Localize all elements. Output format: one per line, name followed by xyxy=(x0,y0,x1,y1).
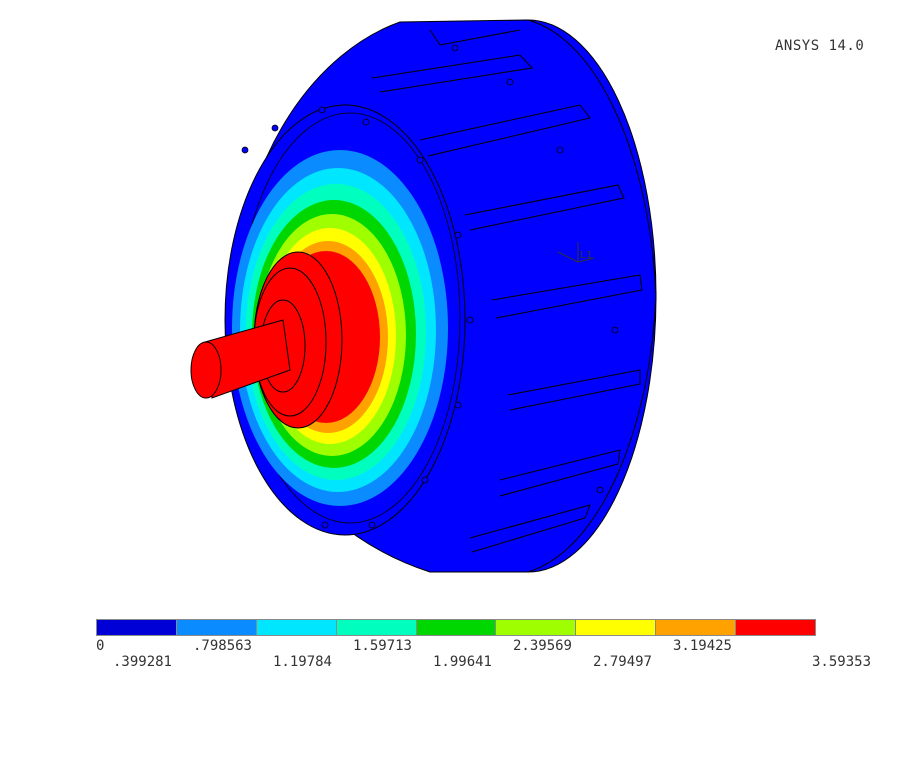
legend-tick-label: 2.39569 xyxy=(512,638,572,654)
coordinate-triad xyxy=(557,242,595,263)
legend-swatch-6 xyxy=(496,620,577,635)
legend-tick-label: 1.59713 xyxy=(352,638,412,654)
legend-swatch-1 xyxy=(97,620,177,635)
legend-swatch-7 xyxy=(576,620,657,635)
legend-swatch-9 xyxy=(736,620,816,635)
legend-tick-label: 2.79497 xyxy=(592,654,652,670)
legend-tick-label: .399281 xyxy=(112,654,172,670)
legend-tick-label: 3.19425 xyxy=(672,638,732,654)
flange-bolts xyxy=(241,44,619,529)
legend-tick-label: 0 xyxy=(96,638,105,654)
contour-legend-bar xyxy=(96,619,816,636)
legend-swatch-2 xyxy=(176,620,257,635)
legend-tick-label: .798563 xyxy=(192,638,252,654)
fea-model xyxy=(190,19,657,573)
legend-tick-label: 1.99641 xyxy=(432,654,492,670)
legend-swatch-5 xyxy=(416,620,497,635)
shaft-end-face xyxy=(190,341,222,399)
ansys-version-label: ANSYS 14.0 xyxy=(775,38,865,54)
legend-swatch-3 xyxy=(256,620,337,635)
triad-label: L1 xyxy=(580,250,592,261)
legend-tick-label: 1.19784 xyxy=(272,654,332,670)
legend-tick-label: 3.59353 xyxy=(812,654,872,670)
housing-fins xyxy=(371,29,643,553)
legend-swatch-4 xyxy=(336,620,417,635)
legend-swatch-8 xyxy=(656,620,737,635)
